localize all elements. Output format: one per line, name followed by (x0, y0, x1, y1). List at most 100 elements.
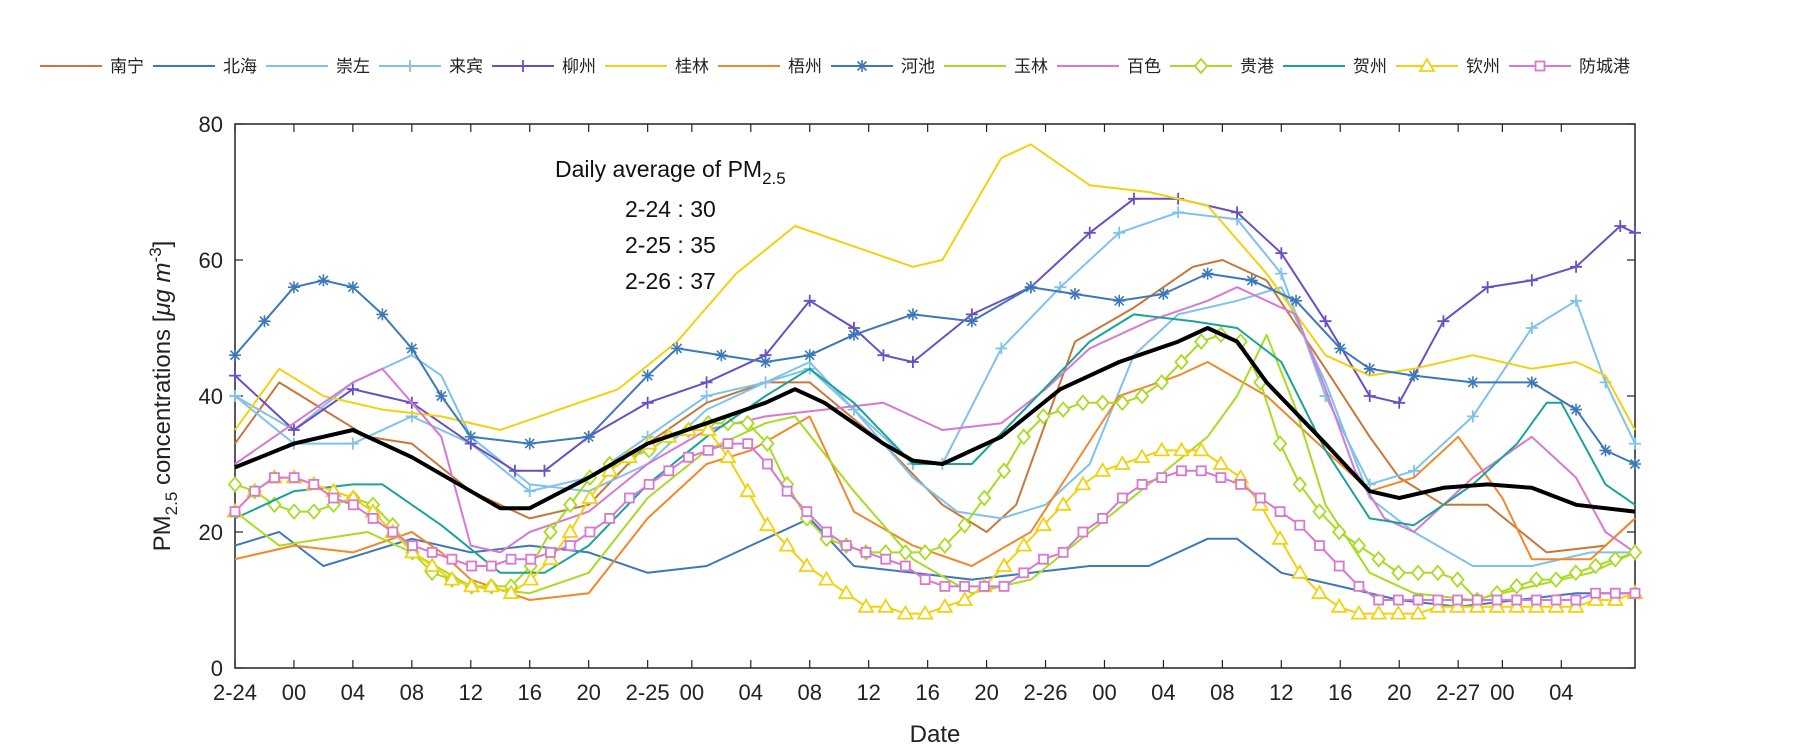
series-marker (249, 485, 261, 497)
series-marker (306, 503, 322, 520)
series-marker (1077, 526, 1089, 538)
series-marker (1570, 294, 1583, 307)
series-marker (1113, 294, 1126, 307)
series-marker (1231, 206, 1244, 219)
y-tick-label: 60 (199, 248, 223, 273)
legend-item: 梧州 (718, 57, 822, 76)
series-marker (564, 540, 576, 551)
series-marker (435, 390, 448, 402)
legend-label: 北海 (223, 57, 257, 76)
series-marker (1606, 591, 1624, 606)
series-marker (803, 294, 816, 307)
x-tick-label: 12 (1269, 680, 1293, 705)
series-marker (1391, 564, 1406, 582)
series-marker (1083, 226, 1096, 239)
legend-item: 玉林 (944, 57, 1048, 76)
series-line (234, 143, 1636, 431)
series-marker (505, 553, 517, 565)
x-tick-label: 16 (517, 680, 541, 705)
legend-marker (1418, 57, 1436, 72)
series-marker (346, 437, 359, 450)
series-marker (1330, 598, 1348, 613)
legend-marker (517, 60, 529, 72)
series-marker (1245, 274, 1258, 287)
series-marker (1057, 547, 1069, 558)
x-tick-label: 2-24 (213, 680, 257, 705)
series-marker (683, 451, 694, 463)
legend-item: 贵港 (1170, 57, 1274, 76)
series-marker (227, 476, 243, 493)
series-marker (1127, 192, 1140, 205)
series-marker (1547, 598, 1565, 613)
series-marker (466, 560, 478, 572)
series-marker (1192, 441, 1210, 457)
series-marker (443, 570, 461, 586)
series-marker (1333, 560, 1345, 572)
series-marker (464, 430, 477, 443)
series-marker (1156, 472, 1168, 484)
series-marker (898, 544, 913, 561)
x-tick-label: 04 (1549, 680, 1573, 705)
series-marker (485, 560, 497, 572)
series-marker (1548, 571, 1564, 588)
series-marker (1291, 564, 1309, 579)
series-marker (1429, 598, 1447, 613)
series-marker (1095, 394, 1110, 412)
x-tick-label: 00 (1092, 680, 1116, 705)
series-marker (446, 553, 458, 565)
legend-item: 南宁 (40, 57, 144, 76)
series-marker (463, 577, 481, 593)
series-marker (759, 356, 772, 368)
series-marker (1018, 567, 1030, 579)
series-10 (234, 286, 1636, 554)
series-marker (759, 376, 772, 389)
series-marker (563, 496, 578, 514)
x-tick-label: 08 (1210, 680, 1234, 705)
series-marker (317, 274, 330, 287)
series-marker (426, 547, 438, 558)
legend-item: 柳州 (492, 57, 596, 76)
series-marker (965, 315, 978, 328)
x-tick-label: 20 (576, 680, 600, 705)
series-marker (287, 281, 300, 294)
series-marker (1531, 594, 1542, 606)
series-marker (671, 342, 684, 355)
legend-label: 钦州 (1466, 57, 1500, 76)
series-marker (286, 503, 302, 520)
series-marker (1113, 455, 1131, 470)
series-marker (1235, 478, 1247, 490)
series-marker (1629, 458, 1641, 470)
series-marker (1274, 506, 1286, 518)
x-tick-label: 2-25 (626, 680, 670, 705)
y-axis-title-unit: μg m (149, 262, 176, 316)
annotation-title-sub: 2.5 (762, 169, 786, 188)
series-line (234, 272, 1636, 465)
series-marker (522, 570, 540, 586)
series-marker (1133, 448, 1151, 464)
annotation-line-1: 2-24 : 30 (625, 196, 716, 222)
series-marker (1353, 581, 1365, 592)
series-marker (957, 516, 972, 534)
x-tick-label: 16 (915, 680, 939, 705)
series-line (234, 286, 1635, 567)
series-marker (1450, 571, 1465, 588)
legend-item: 百色 (1057, 57, 1161, 76)
series-marker (1525, 376, 1538, 389)
series-marker (1570, 594, 1582, 606)
average-line (234, 326, 1636, 514)
series-marker (1466, 410, 1479, 423)
series-marker (582, 430, 595, 443)
legend-item: 崇左 (266, 57, 370, 76)
x-tick-label: 08 (400, 680, 424, 705)
series-marker (781, 485, 793, 497)
series-marker (229, 369, 241, 382)
series-marker (1363, 362, 1376, 375)
series-marker (1310, 584, 1329, 600)
series-marker (1491, 594, 1503, 606)
series-marker (1629, 587, 1641, 599)
y-axis-title-suffix: ] (149, 241, 176, 248)
series-marker (387, 526, 399, 538)
series-marker (715, 349, 728, 362)
series-marker (543, 523, 558, 541)
series-marker (376, 308, 389, 321)
